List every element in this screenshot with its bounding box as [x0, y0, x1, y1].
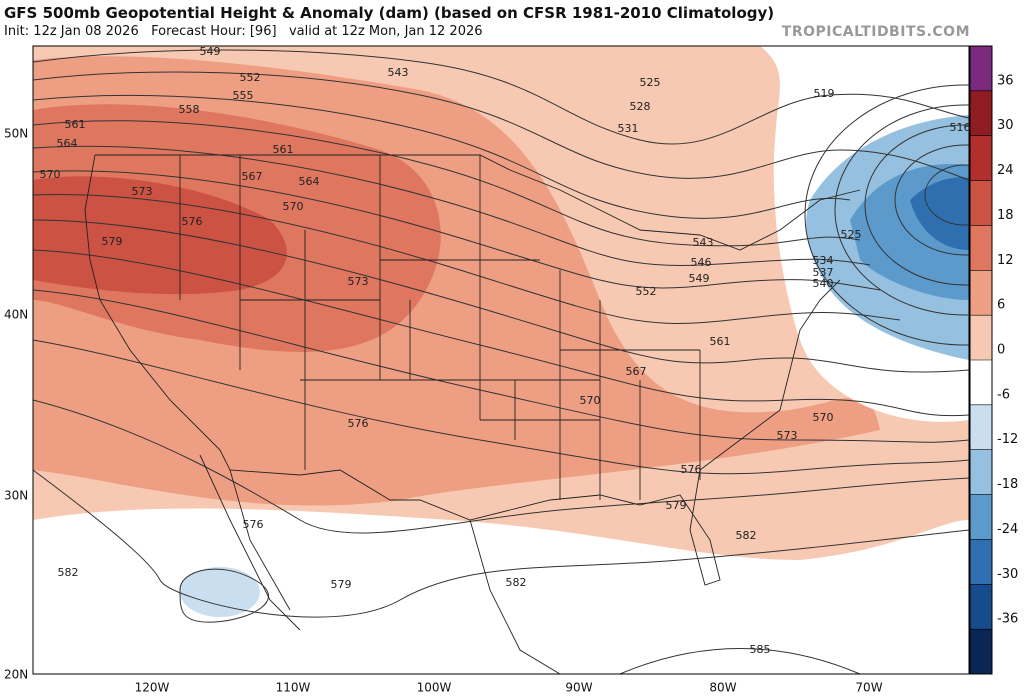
borders — [84, 154, 861, 674]
colorbar-label: -24 — [997, 522, 1018, 537]
contour-label: 585 — [750, 643, 771, 656]
contour-label: 546 — [691, 256, 712, 269]
contour-label: 573 — [348, 275, 369, 288]
contour-label: 570 — [580, 394, 601, 407]
map-frame — [32, 45, 970, 675]
contour-label: 540 — [813, 277, 834, 290]
lon-label: 120W — [135, 681, 170, 695]
lon-label: 100W — [417, 681, 452, 695]
colorbar: 36 30 24 18 12 6 0 -6 -12 -18 -24 -30 -36 — [969, 45, 1018, 675]
contour-label: 561 — [710, 335, 731, 348]
lat-label: 50N — [4, 127, 28, 141]
lon-label: 70W — [855, 681, 882, 695]
colorbar-label: 18 — [997, 208, 1014, 223]
contour-label: 561 — [273, 143, 294, 156]
contour-label: 582 — [506, 576, 527, 589]
colorbar-segment — [970, 315, 992, 361]
contour-label: 561 — [65, 118, 86, 131]
contour-label: 537 — [813, 266, 834, 279]
contour-label: 564 — [57, 137, 78, 150]
lat-label: 40N — [4, 308, 28, 322]
colorbar-segment — [970, 360, 992, 406]
colorbar-label: -30 — [997, 567, 1018, 582]
colorbar-label: 30 — [997, 118, 1014, 133]
colorbar-label: -18 — [997, 477, 1018, 492]
contour-label: 519 — [814, 87, 835, 100]
contour-label: 570 — [813, 411, 834, 424]
colorbar-segment — [970, 404, 992, 451]
lat-label: 20N — [4, 668, 28, 682]
contour-label: 543 — [693, 236, 714, 249]
contour-label: 516 — [950, 121, 971, 134]
contour-label: 579 — [666, 499, 687, 512]
contour-label: 552 — [636, 285, 657, 298]
contour-label: 552 — [240, 71, 261, 84]
contour-label: 549 — [689, 272, 710, 285]
colorbar-segment — [970, 539, 992, 585]
source: TROPICALTIDBITS.COM — [781, 24, 970, 40]
lon-label: 90W — [565, 681, 592, 695]
colorbar-segment — [970, 180, 992, 226]
colorbar-label: 0 — [997, 343, 1005, 358]
colorbar-label: 12 — [997, 253, 1014, 268]
colorbar-segment — [970, 270, 992, 316]
contour-label: 582 — [736, 529, 757, 542]
colorbar-segment — [970, 90, 992, 137]
colorbar-label: 36 — [997, 73, 1014, 88]
colorbar-segment — [970, 225, 992, 271]
subtitle: Init: 12z Jan 08 2026 Forecast Hour: [96… — [4, 24, 483, 39]
title: GFS 500mb Geopotential Height & Anomaly … — [4, 4, 775, 22]
contour-label: 576 — [243, 518, 264, 531]
lon-label: 110W — [276, 681, 311, 695]
colorbar-segment — [970, 584, 992, 630]
contour-label: 534 — [813, 254, 834, 267]
colorbar-segment — [970, 135, 992, 182]
colorbar-label: 6 — [997, 298, 1005, 313]
colorbar-label: -36 — [997, 612, 1018, 627]
colorbar-label: -12 — [997, 432, 1018, 447]
contour-label: 570 — [40, 168, 61, 181]
colorbar-label: 24 — [997, 163, 1014, 178]
contour-label: 579 — [102, 235, 123, 248]
colorbar-segment — [970, 449, 992, 496]
contour-label: 525 — [640, 76, 661, 89]
contour-label: 564 — [299, 175, 320, 188]
contour-label: 573 — [777, 429, 798, 442]
colorbar-segment — [970, 494, 992, 540]
contour-label: 525 — [841, 228, 862, 241]
height-contours — [33, 49, 969, 674]
contour-label: 543 — [388, 66, 409, 79]
contour-label: 567 — [242, 170, 263, 183]
contour-label: 528 — [630, 100, 651, 113]
contour-label: 576 — [182, 215, 203, 228]
contour-label: 573 — [132, 185, 153, 198]
contour-label: 555 — [233, 89, 254, 102]
contour-label: 567 — [626, 365, 647, 378]
map-area — [33, 46, 969, 674]
contour-label: 558 — [179, 103, 200, 116]
contour-label: 549 — [200, 45, 221, 58]
colorbar-segment — [970, 629, 992, 675]
colorbar-segment — [970, 46, 992, 92]
contour-label: 531 — [618, 122, 639, 135]
colorbar-label: -6 — [997, 387, 1010, 402]
contour-label: 582 — [58, 566, 79, 579]
contour-label: 576 — [681, 463, 702, 476]
contour-label: 576 — [348, 417, 369, 430]
contour-label: 579 — [331, 578, 352, 591]
lon-label: 80W — [709, 681, 736, 695]
contour-label: 570 — [283, 200, 304, 213]
lat-label: 30N — [4, 489, 28, 503]
